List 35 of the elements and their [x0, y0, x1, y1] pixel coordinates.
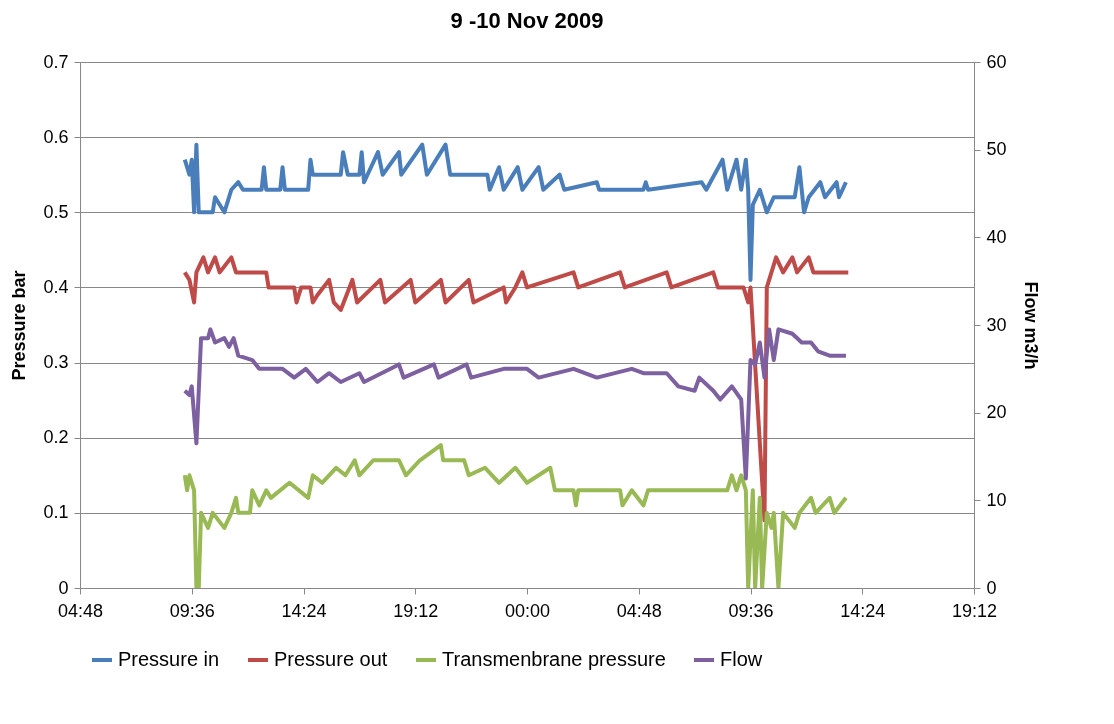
y2-tick-label: 20 [986, 402, 1007, 423]
y-tick-label: 0.7 [43, 51, 69, 72]
y-tick-label: 0 [58, 577, 69, 598]
legend-label: Transmenbrane pressure [442, 648, 666, 670]
legend-label: Pressure out [274, 648, 388, 670]
y-tick-label: 0.5 [43, 201, 69, 222]
legend-label: Pressure in [118, 648, 220, 670]
y2-tick-label: 30 [986, 314, 1007, 335]
x-tick-label: 19:12 [951, 600, 998, 621]
y-tick-label: 0.2 [43, 427, 69, 448]
x-tick-label: 09:36 [728, 600, 774, 621]
y2-tick-label: 40 [986, 226, 1007, 247]
line-series [182, 443, 848, 588]
y-tick-label: 0.3 [43, 352, 69, 373]
y2-tick-label: 60 [986, 51, 1007, 72]
x-tick-label: 00:00 [504, 600, 551, 621]
x-tick-label: 14:24 [281, 600, 327, 621]
y2-tick-label: 50 [986, 139, 1007, 160]
line-series [182, 255, 851, 523]
x-tick-label: 09:36 [169, 600, 215, 621]
line-series [182, 142, 848, 282]
y-tick-label: 0.1 [43, 502, 69, 523]
y-tick-label: 0.4 [43, 276, 69, 297]
y2-axis-title: Flow m3/h [1020, 281, 1041, 370]
y2-tick-label: 0 [986, 577, 997, 598]
legend-label: Flow [720, 648, 763, 670]
x-tick-label: 04:48 [616, 600, 662, 621]
chart-title: 9 -10 Nov 2009 [450, 8, 604, 33]
x-tick-label: 19:12 [393, 600, 439, 621]
y2-tick-label: 10 [986, 489, 1007, 510]
y-tick-label: 0.6 [43, 126, 69, 147]
x-tick-label: 14:24 [840, 600, 886, 621]
x-tick-label: 04:48 [57, 600, 104, 621]
y-axis-title: Pressure bar [9, 270, 30, 381]
line-series [182, 327, 848, 481]
